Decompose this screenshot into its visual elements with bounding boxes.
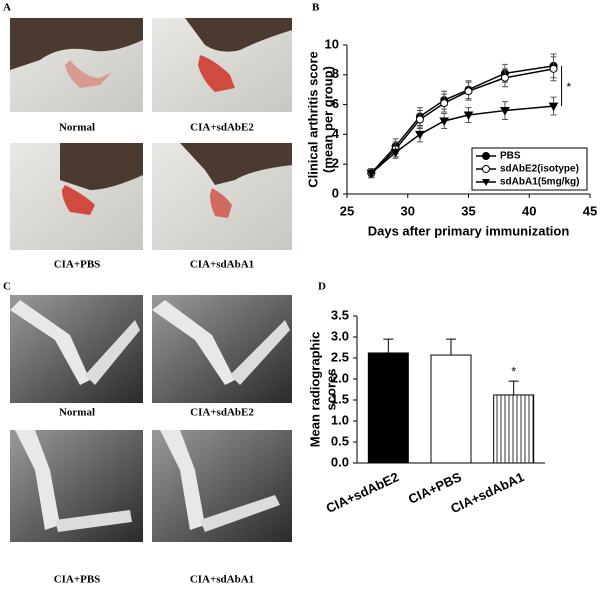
xray xyxy=(10,295,143,403)
panel-label: C xyxy=(3,281,11,293)
photo xyxy=(152,143,292,250)
panel-label: A xyxy=(3,2,11,14)
error-bar xyxy=(383,338,394,353)
marker xyxy=(500,73,509,82)
photo-caption: CIA+sdAbA1 xyxy=(190,574,254,586)
y-tick-label: 1.0 xyxy=(331,412,349,427)
legend-label: sdAbE2(isotype) xyxy=(500,164,579,175)
y-tick-label: 4 xyxy=(332,126,340,141)
x-tick-label: 45 xyxy=(583,203,597,218)
bar xyxy=(430,354,472,464)
y-tick-label: 0.0 xyxy=(331,454,349,469)
photo-caption: Normal xyxy=(59,407,95,419)
bar xyxy=(493,394,535,464)
y-axis-label: (mean per group) xyxy=(320,66,335,173)
photo-caption: CIA+sdAbE2 xyxy=(190,407,254,419)
x-axis-label: Days after primary immunization xyxy=(368,223,570,238)
photo-caption: CIA+PBS xyxy=(54,259,101,271)
xray xyxy=(152,295,292,403)
marker xyxy=(390,148,401,158)
y-tick-label: 2.0 xyxy=(331,370,349,385)
y-tick-label: 2.5 xyxy=(331,349,349,364)
panel-label: D xyxy=(318,281,326,293)
y-tick-label: 0.5 xyxy=(331,433,349,448)
xray xyxy=(10,430,143,542)
photo xyxy=(152,18,292,112)
photo-caption: CIA+sdAbA1 xyxy=(190,259,254,271)
marker xyxy=(500,107,510,116)
photo-caption: Normal xyxy=(59,122,95,134)
y-tick-label: 0 xyxy=(332,185,339,200)
marker xyxy=(439,117,450,126)
x-tick-label: 35 xyxy=(461,203,475,218)
legend-marker xyxy=(482,165,490,173)
marker xyxy=(415,115,424,124)
error-bar xyxy=(508,380,519,395)
photo xyxy=(10,143,143,250)
bar xyxy=(367,352,409,464)
x-tick-label: 25 xyxy=(340,203,354,218)
marker xyxy=(415,130,425,140)
legend-label: sdAbA1(5mg/kg) xyxy=(500,177,579,188)
x-tick-label: 40 xyxy=(522,203,536,218)
legend-label: PBS xyxy=(500,151,521,162)
legend-marker xyxy=(482,152,490,160)
y-tick-label: 3.5 xyxy=(331,307,349,322)
marker xyxy=(440,99,449,108)
annotation: * xyxy=(567,80,572,94)
marker xyxy=(464,87,473,96)
marker xyxy=(366,169,377,179)
y-tick-label: 1.5 xyxy=(331,391,349,406)
x-tick-label: 30 xyxy=(401,203,415,218)
photo-caption: CIA+PBS xyxy=(54,574,101,586)
x-tick-label: CIA+sdAbE2 xyxy=(324,469,401,516)
error-bar xyxy=(446,338,456,356)
marker xyxy=(463,111,474,121)
y-axis-label: scores xyxy=(323,369,338,411)
y-tick-label: 2 xyxy=(332,156,339,171)
y-tick-label: 3.0 xyxy=(331,328,349,343)
y-tick-label: 10 xyxy=(325,36,339,51)
y-axis-label: Clinical arthritis score xyxy=(305,51,320,188)
marker xyxy=(549,64,558,73)
y-tick-label: 8 xyxy=(332,66,339,81)
marker xyxy=(548,102,559,112)
panel-label: B xyxy=(312,2,320,14)
photo-caption: CIA+sdAbE2 xyxy=(190,122,254,134)
photo xyxy=(10,18,143,112)
legend-marker xyxy=(482,179,490,186)
xray xyxy=(152,430,292,542)
y-axis-label: Mean radiographic xyxy=(307,332,322,448)
annotation: * xyxy=(511,364,516,378)
y-tick-label: 6 xyxy=(332,96,339,111)
